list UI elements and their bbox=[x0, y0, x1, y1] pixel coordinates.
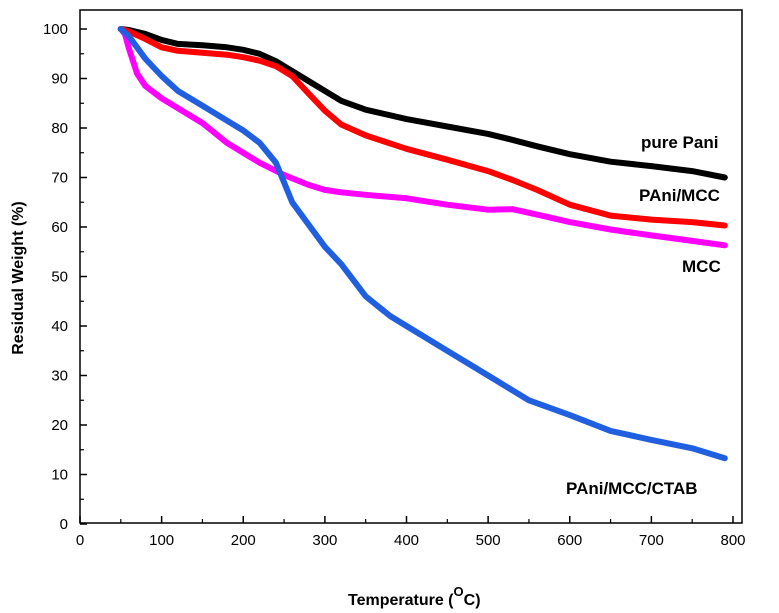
series-label: PAni/MCC bbox=[639, 186, 720, 205]
plot-frame bbox=[79, 9, 743, 524]
x-axis-unit-superscript: O bbox=[454, 584, 464, 599]
y-tick-label: 10 bbox=[51, 467, 68, 484]
x-tick-label: 700 bbox=[639, 532, 664, 549]
series-line-pani-mcc bbox=[117, 26, 728, 229]
x-tick-label: 300 bbox=[312, 532, 337, 549]
y-tick-label: 70 bbox=[51, 170, 68, 187]
series-line-pani-mcc-ctab bbox=[117, 26, 728, 462]
x-axis-title-end: C) bbox=[464, 592, 481, 609]
series-label: MCC bbox=[682, 257, 721, 276]
x-axis-title-text: Temperature ( bbox=[348, 592, 454, 609]
y-tick-label: 80 bbox=[51, 120, 68, 137]
y-tick-label: 60 bbox=[51, 219, 68, 236]
x-tick-label: 600 bbox=[557, 532, 582, 549]
y-tick-label: 100 bbox=[43, 21, 68, 38]
series-labels: pure Pani PAni/MCC MCC PAni/MCC/CTAB bbox=[566, 133, 721, 498]
series-label: PAni/MCC/CTAB bbox=[566, 479, 698, 498]
y-axis: 0 10 20 30 40 50 60 70 80 90 100 bbox=[43, 21, 87, 533]
x-tick-label: 400 bbox=[394, 532, 419, 549]
x-tick-label: 200 bbox=[231, 532, 256, 549]
x-tick-label: 500 bbox=[476, 532, 501, 549]
plot-border bbox=[79, 9, 743, 524]
y-tick-label: 0 bbox=[60, 516, 68, 533]
series-label: pure Pani bbox=[641, 133, 718, 152]
y-tick-label: 50 bbox=[51, 269, 68, 286]
x-axis-title: Temperature (OC) bbox=[348, 584, 481, 609]
y-tick-label: 20 bbox=[51, 417, 68, 434]
x-tick-label: 0 bbox=[76, 532, 84, 549]
x-axis: 0 100 200 300 400 500 600 700 800 bbox=[76, 516, 746, 549]
y-tick-label: 30 bbox=[51, 368, 68, 385]
y-tick-label: 90 bbox=[51, 71, 68, 88]
y-axis-title: Residual Weight (%) bbox=[10, 201, 27, 355]
series-line-pure-pani bbox=[117, 26, 728, 181]
y-tick-label: 40 bbox=[51, 318, 68, 335]
x-tick-label: 100 bbox=[149, 532, 174, 549]
series-line-mcc bbox=[117, 26, 728, 249]
series-layer bbox=[117, 26, 728, 462]
x-tick-label: 800 bbox=[720, 532, 745, 549]
